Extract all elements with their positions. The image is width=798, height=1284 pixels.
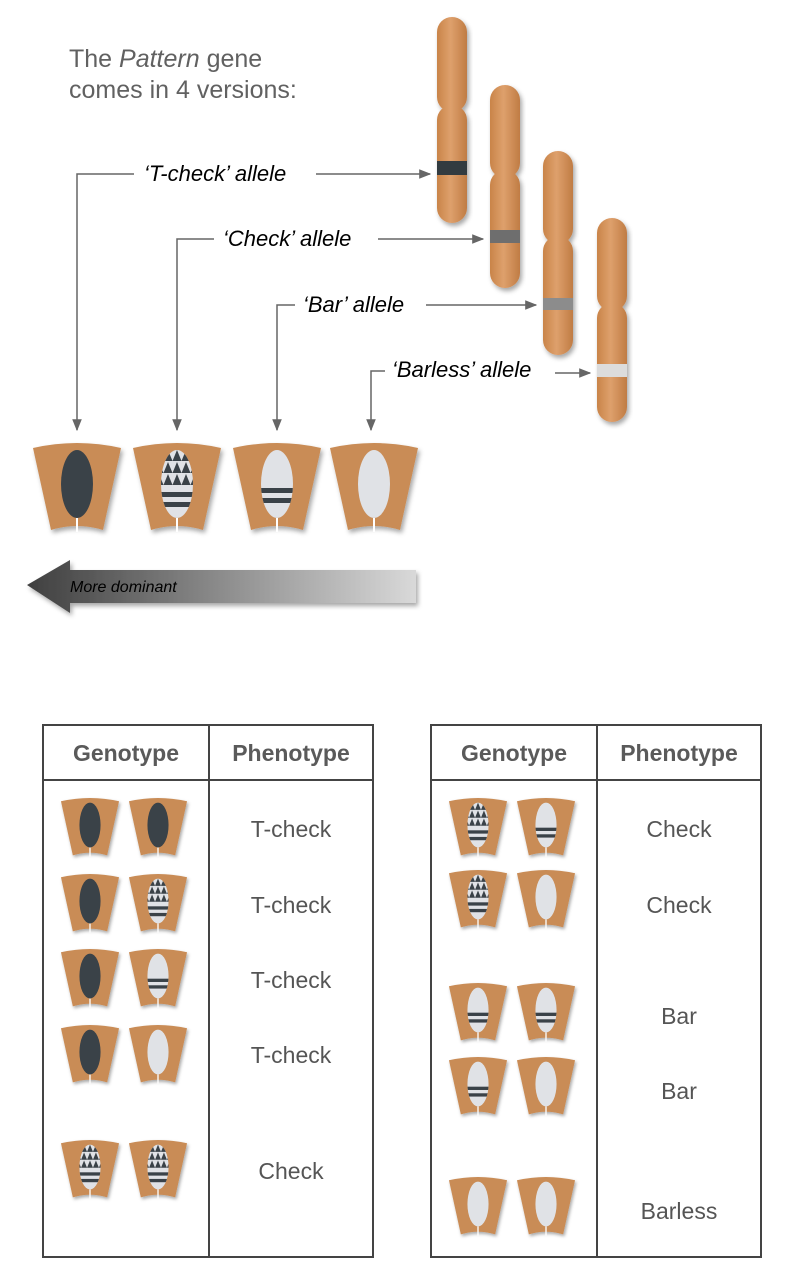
feather-check-icon [128,873,188,933]
phenotype-cell: T-check [250,967,332,993]
allele-label-barless: ‘Barless’ allele [392,357,531,382]
feather-tcheck-icon [60,1024,120,1084]
dominance-arrow [27,560,416,613]
feather-bar-icon [516,982,576,1042]
feather-check-icon [133,443,221,532]
chromosome-check [490,85,520,288]
feather-bar-icon [128,948,188,1008]
chromosome-bar [543,151,573,355]
feather-check-icon [128,1139,188,1199]
feather-barless-icon [516,1056,576,1116]
feather-bar-icon [448,1056,508,1116]
feather-barless-icon [448,1176,508,1236]
header-phenotype: Phenotype [620,740,738,766]
allele-label-bar: ‘Bar’ allele [303,292,404,317]
dominance-label: More dominant [70,579,177,596]
connector-barless-down [366,370,385,432]
feather-tcheck-icon [128,797,188,857]
allele-label-check: ‘Check’ allele [223,226,351,251]
feather-check-icon [448,869,508,929]
feather-barless-icon [128,1024,188,1084]
feather-check-icon [448,797,508,857]
feather-bar-icon [233,443,321,532]
phenotype-cell: Bar [661,1078,697,1104]
phenotype-cell: Check [258,1158,324,1184]
phenotype-cell: T-check [250,816,332,842]
feather-barless-icon [516,1176,576,1236]
chromosome-tcheck [437,17,467,223]
feather-barless-icon [330,443,418,532]
feather-bar-icon [448,982,508,1042]
connector-check-down [172,238,214,432]
allele-diagram: ‘T-check’ allele ‘Check’ allele ‘Bar’ al… [27,17,627,613]
connector-bar-down [272,304,295,432]
gene-name: Pattern [119,45,200,73]
feather-tcheck-icon [33,443,121,532]
feather-bar-icon [516,797,576,857]
intro-text: The Pattern gene comes in 4 versions: [69,45,297,104]
genotype-feathers-left [60,797,188,1199]
phenotype-cell: Barless [640,1198,718,1224]
feather-barless-icon [516,869,576,929]
genotype-feathers-right [448,797,576,1236]
phenotype-cell: Check [646,816,712,842]
header-phenotype: Phenotype [232,740,350,766]
feather-tcheck-icon [60,797,120,857]
connector-tcheck-down [72,173,134,432]
phenotype-cell: Bar [661,1003,697,1029]
header-genotype: Genotype [72,740,180,766]
feather-tcheck-icon [60,873,120,933]
phenotype-cell: T-check [250,892,332,918]
chromosome-barless [597,218,627,422]
genotype-table-right: Genotype Phenotype Check Check Bar Bar B… [430,724,762,1258]
phenotype-cell: T-check [250,1042,332,1068]
feather-check-icon [60,1139,120,1199]
phenotype-cell: Check [646,892,712,918]
feather-tcheck-icon [60,948,120,1008]
allele-label-tcheck: ‘T-check’ allele [144,161,286,186]
genotype-table-left: Genotype Phenotype T-check T-check T-che… [42,724,374,1258]
header-genotype: Genotype [460,740,568,766]
